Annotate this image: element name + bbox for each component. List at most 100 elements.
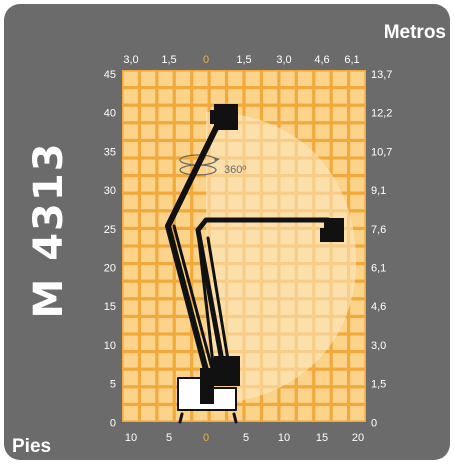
grid-cell (175, 142, 191, 157)
bottom-tick-label: 15 (316, 432, 328, 444)
pies-left-axis: 45 40 35 30 25 20 15 10 5 0 (104, 69, 116, 429)
grid-cell (158, 353, 173, 368)
grid-cell (350, 194, 365, 210)
bottom-tick-label: 10 (125, 432, 137, 444)
grid-cell (158, 194, 173, 210)
grid-cell (297, 388, 313, 403)
top-tick-label: 3,0 (123, 54, 138, 66)
right-tick-label: 13,7 (371, 69, 392, 81)
working-envelope (206, 112, 356, 404)
bottom-tick-label: 5 (166, 432, 172, 444)
grid-cell (123, 388, 138, 403)
grid-cell (350, 212, 365, 227)
grid-cell (175, 353, 191, 368)
grid-cell (141, 89, 156, 104)
grid-cell (141, 370, 156, 386)
grid-cell (123, 230, 138, 245)
grid-cell (123, 124, 138, 139)
left-tick-label: 35 (104, 146, 116, 158)
grid-cell (332, 124, 347, 139)
grid-cell (123, 300, 138, 315)
grid-cell (158, 300, 173, 315)
bottom-tick-label: 5 (243, 432, 249, 444)
grid-cell (297, 71, 313, 86)
grid-cell (141, 335, 156, 350)
grid-cell (123, 335, 138, 350)
basket-extended (324, 218, 344, 242)
metros-top-axis: 3,0 1,5 0 1,5 3,0 4,6 6,1 (123, 54, 359, 66)
bottom-tick-label: 20 (352, 432, 364, 444)
grid-cell (263, 89, 278, 104)
grid-cell (158, 142, 173, 157)
rotation-arrow-icon (214, 157, 220, 162)
grid-cell (158, 406, 173, 421)
metros-unit-label: Metros (384, 22, 446, 43)
grid-cell (141, 300, 156, 315)
rotation-label: 360º (224, 164, 246, 176)
grid-cell (141, 124, 156, 139)
grid-cell (350, 406, 365, 421)
grid-cell (315, 388, 330, 403)
grid-cell (141, 106, 156, 122)
top-tick-label: 6,1 (344, 54, 359, 66)
grid-cell (228, 89, 243, 104)
lower-basket (214, 356, 240, 386)
grid-cell (123, 247, 138, 262)
grid-cell (158, 106, 173, 122)
grid-cell (123, 142, 138, 157)
basket-extended-rail (320, 228, 328, 242)
grid-cell (158, 71, 173, 86)
grid-cell (350, 159, 365, 174)
right-tick-label: 4,6 (371, 301, 386, 313)
grid-cell (280, 406, 295, 421)
left-tick-label: 0 (110, 417, 116, 429)
grid-cell (280, 388, 295, 403)
grid-cell (158, 282, 173, 298)
grid-cell (245, 71, 260, 86)
left-tick-label: 20 (104, 263, 116, 275)
grid-cell (158, 247, 173, 262)
right-tick-label: 12,2 (371, 108, 392, 120)
top-tick-label: 4,6 (314, 54, 329, 66)
grid-cell (141, 159, 156, 174)
grid-cell (245, 406, 260, 421)
metros-right-axis: 13,7 12,2 10,7 9,1 7,6 6,1 4,6 3,0 1,5 0 (371, 69, 392, 429)
grid-cell (158, 370, 173, 386)
right-tick-label: 10,7 (371, 146, 392, 158)
left-tick-label: 10 (104, 340, 116, 352)
grid-cell (123, 106, 138, 122)
grid-cell (332, 89, 347, 104)
right-tick-label: 1,5 (371, 379, 386, 391)
grid-cell (315, 71, 330, 86)
grid-cell (263, 71, 278, 86)
grid-cell (141, 353, 156, 368)
grid-cell (350, 353, 365, 368)
grid-cell (175, 106, 191, 122)
grid-cell (332, 353, 347, 368)
grid-cell (350, 370, 365, 386)
grid-cell (332, 388, 347, 403)
top-tick-label: 3,0 (276, 54, 291, 66)
grid-cell (141, 282, 156, 298)
grid-cell (175, 124, 191, 139)
grid-cell (193, 177, 208, 192)
grid-cell (350, 300, 365, 315)
grid-cell (175, 89, 191, 104)
grid-cell (158, 89, 173, 104)
outriggers (178, 412, 238, 424)
grid-cell (350, 71, 365, 86)
bottom-tick-label: 10 (278, 432, 290, 444)
basket-raised-rail (210, 110, 216, 124)
grid-cell (332, 71, 347, 86)
grid-cell (123, 265, 138, 280)
basket-raised (214, 104, 238, 130)
boom-raised (165, 121, 221, 373)
grid-cell (350, 106, 365, 122)
boom-extended-inner (196, 230, 216, 374)
top-tick-label: 0 (203, 54, 209, 66)
grid-cell (297, 406, 313, 421)
grid-cell (193, 124, 208, 139)
grid-cell (158, 159, 173, 174)
